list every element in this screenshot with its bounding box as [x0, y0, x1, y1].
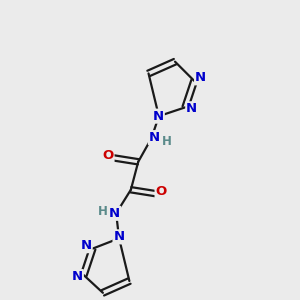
- Text: N: N: [113, 230, 124, 243]
- Text: N: N: [109, 207, 120, 220]
- Text: H: H: [98, 205, 108, 218]
- Text: N: N: [80, 239, 92, 252]
- Text: O: O: [156, 185, 167, 198]
- Text: N: N: [149, 131, 160, 144]
- Text: H: H: [162, 135, 172, 148]
- Text: N: N: [153, 110, 164, 123]
- Text: N: N: [186, 102, 197, 115]
- Text: N: N: [72, 270, 83, 283]
- Text: N: N: [195, 71, 206, 84]
- Text: O: O: [102, 148, 113, 161]
